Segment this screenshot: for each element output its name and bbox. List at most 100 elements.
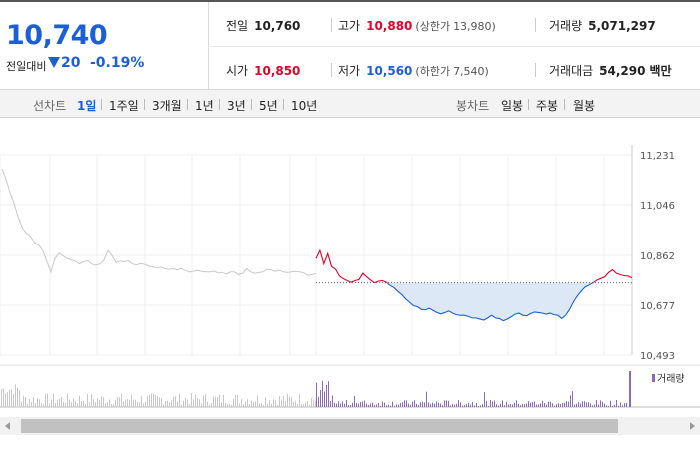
volume-bar-prev [15,384,16,407]
volume-bar-prev [165,401,166,407]
volume-bar-prev [125,399,126,407]
volume-bar-prev [129,399,130,407]
volume-bar-prev [57,399,58,407]
volume-bar-prev [33,396,34,407]
volume-bar-prev [247,399,248,407]
trade-amount: 거래대금 54,290 백만 [549,62,672,79]
volume-bar-prev [89,402,90,407]
open-price: 시가 10,850 [226,62,300,79]
chart-scrollbar[interactable] [0,417,700,435]
volume-bar-prev [269,400,270,407]
volume-bar [330,401,331,407]
volume-bar [362,401,363,407]
tab-monthly-candle[interactable]: 월봉 [573,99,596,113]
volume-bar [394,405,395,407]
area-below-reference [316,282,632,321]
volume-bar-prev [243,404,244,407]
volume-bar [620,402,621,407]
volume-bar [594,404,595,407]
volume-bar [320,390,321,407]
volume-bar [544,403,545,407]
tab-3-months[interactable]: 3개월 [152,99,182,113]
volume-bar-prev [153,393,154,407]
volume-bar-prev [3,388,4,407]
volume-bar-prev [169,402,170,407]
tab-1-year[interactable]: 1년 [195,99,214,113]
volume-bar-prev [143,403,144,407]
tab-10-years[interactable]: 10년 [291,99,318,113]
volume-bar-prev [235,395,236,407]
volume-bar-prev [223,395,224,407]
volume-bar [570,395,571,407]
volume-bar [608,405,609,407]
volume-bar-prev [159,397,160,407]
tab-1-week[interactable]: 1주일 [109,99,139,113]
volume-bar [498,405,499,407]
volume-bar [336,403,337,407]
volume-bar-prev [255,401,256,407]
volume-bar [468,402,469,407]
price-change-value: 20 [61,55,81,71]
volume-bar [448,400,449,407]
volume-bar [526,403,527,407]
volume-bar-prev [241,399,242,407]
volume-bar-prev [87,393,88,407]
scroll-left-icon[interactable] [5,422,10,430]
chart-background [0,118,700,417]
tab-divider [564,99,565,110]
volume-bar-prev [81,400,82,407]
volume-bar-prev [285,400,286,407]
volume-bar [590,403,591,407]
volume-bar [376,404,377,407]
volume-bar-prev [315,400,316,407]
volume-bar [610,400,611,407]
volume-bar-prev [239,403,240,407]
upper-limit-label: (상한가 [415,20,451,33]
volume-bar [400,403,401,407]
volume-bar-prev [227,404,228,407]
volume-bar-prev [55,402,56,407]
volume-bar [458,400,459,407]
volume-bar [550,401,551,407]
volume-bar [346,400,347,407]
scrollbar-thumb[interactable] [21,419,618,433]
tab-divider [283,99,284,110]
volume-bar-prev [139,402,140,407]
volume-bar [360,402,361,407]
volume-bar-prev [43,404,44,407]
volume-bar-prev [151,393,152,407]
volume-bar-prev [211,403,212,407]
divider [331,63,332,77]
tab-3-years[interactable]: 3년 [227,99,246,113]
tab-1-day[interactable]: 1일 [77,99,97,113]
volume-bar [438,402,439,407]
volume-bar-last [629,371,631,407]
volume-bar [576,403,577,407]
price-summary: 10,740 전일대비 20 -0.19% [0,2,209,90]
tab-divider [144,99,145,110]
volume-bar-prev [201,403,202,407]
volume-bar [584,401,585,407]
volume-bar-prev [1,389,2,407]
volume-bar-prev [231,404,232,407]
tab-5-years[interactable]: 5년 [259,99,278,113]
tab-weekly-candle[interactable]: 주봉 [536,99,559,113]
volume-bar-prev [313,399,314,407]
volume-bar-prev [299,394,300,407]
tab-daily-candle[interactable]: 일봉 [501,99,524,113]
volume-bar [530,402,531,407]
volume-bar-prev [101,395,102,407]
scroll-right-icon[interactable] [690,422,695,430]
volume-bar [548,401,549,407]
price-change-percent: -0.19% [90,55,145,71]
volume-bar-prev [271,403,272,407]
volume-bar [396,404,397,407]
volume-bar [398,404,399,407]
volume-bar [480,405,481,407]
tab-divider [251,99,252,110]
volume-bar-prev [245,401,246,407]
volume-bar-prev [121,393,122,407]
volume-bar [604,403,605,407]
volume-bar [356,402,357,407]
volume-bar-prev [157,396,158,407]
